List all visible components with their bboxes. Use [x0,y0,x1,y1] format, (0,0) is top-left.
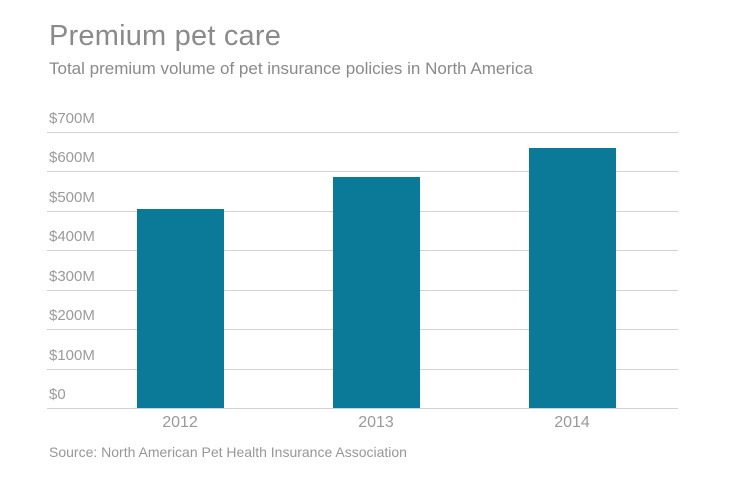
chart-title: Premium pet care [49,20,282,52]
y-gridline [47,171,678,172]
y-axis-tick-label: $300M [49,268,95,285]
y-axis-tick-label: $700M [49,110,95,127]
y-gridline [47,132,678,133]
x-axis-label: 2012 [162,414,198,431]
y-axis-tick-label: $500M [49,189,95,206]
bar-2012 [136,209,224,408]
y-gridline [47,408,678,409]
y-axis-tick-label: $400M [49,228,95,245]
bar-2014 [528,148,616,408]
y-axis-tick-label: $600M [49,149,95,166]
chart-subtitle: Total premium volume of pet insurance po… [49,59,533,78]
y-axis-tick-label: $100M [49,347,95,364]
x-axis-label: 2014 [554,414,590,431]
source-note: Source: North American Pet Health Insura… [49,444,407,460]
bar-2013 [332,177,420,408]
x-axis-label: 2013 [358,414,394,431]
y-axis-tick-label: $0 [49,386,66,403]
y-axis-tick-label: $200M [49,307,95,324]
